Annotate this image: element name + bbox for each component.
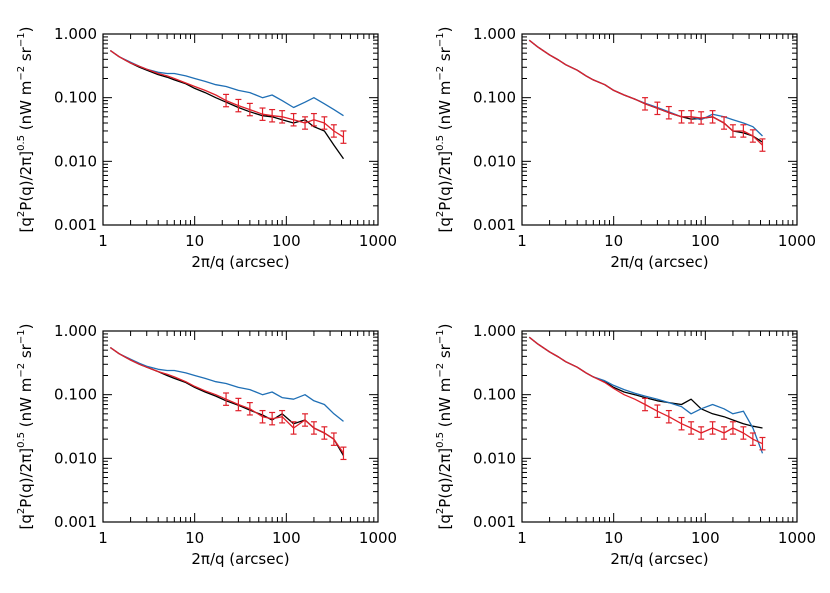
x-tick-label: 1000 bbox=[359, 529, 397, 547]
y-tick-label: 0.010 bbox=[54, 152, 97, 170]
x-tick-label: 1000 bbox=[359, 232, 397, 250]
y-tick-label: 0.010 bbox=[473, 449, 516, 467]
x-axis-label: 2π/q (arcsec) bbox=[610, 253, 708, 271]
chart-panel-4: 1 10 100 1000 0.001 0.010 0.100 1.000 2π/q (arcs… bbox=[435, 322, 816, 568]
y-tick-label: 0.001 bbox=[473, 216, 516, 234]
chart-panel-1: 1 10 100 1000 0.001 0.010 0.100 1.000 2π/q (arcs… bbox=[16, 25, 397, 271]
x-tick-label: 1 bbox=[517, 232, 527, 250]
y-axis-label: [q2P(q)/2π]0.5 (nW m−2 sr−1) bbox=[435, 27, 454, 233]
y-tick-label: 0.001 bbox=[54, 513, 97, 531]
x-tick-label: 1 bbox=[98, 232, 108, 250]
series-line-2 bbox=[109, 49, 344, 117]
x-axis-label: 2π/q (arcsec) bbox=[191, 253, 289, 271]
y-tick-label: 1.000 bbox=[473, 322, 516, 340]
x-tick-label: 1000 bbox=[778, 232, 816, 250]
x-tick-label: 1 bbox=[517, 529, 527, 547]
y-axis-label: [q2P(q)/2π]0.5 (nW m−2 sr−1) bbox=[435, 324, 454, 530]
x-tick-label: 1 bbox=[98, 529, 108, 547]
x-tick-label: 100 bbox=[691, 232, 720, 250]
plot-frame bbox=[521, 33, 798, 226]
chart-panel-3: 1 10 100 1000 0.001 0.010 0.100 1.000 2π/q (arcs… bbox=[16, 322, 397, 568]
x-tick-label: 100 bbox=[272, 232, 301, 250]
y-tick-label: 0.001 bbox=[473, 513, 516, 531]
y-tick-label: 1.000 bbox=[54, 25, 97, 43]
series-line-3 bbox=[109, 346, 345, 454]
series-line-3 bbox=[528, 336, 763, 445]
plot-frame bbox=[102, 33, 379, 226]
y-tick-label: 0.010 bbox=[473, 152, 516, 170]
y-tick-label: 0.010 bbox=[54, 449, 97, 467]
series-line-2 bbox=[109, 346, 344, 422]
series-line-1 bbox=[528, 336, 763, 429]
chart-panel-2: 1 10 100 1000 0.001 0.010 0.100 1.000 2π/q (arcs… bbox=[435, 25, 816, 271]
y-axis-label: [q2P(q)/2π]0.5 (nW m−2 sr−1) bbox=[16, 27, 35, 233]
plot-frame bbox=[521, 330, 798, 523]
y-axis-label: [q2P(q)/2π]0.5 (nW m−2 sr−1) bbox=[16, 324, 35, 530]
y-tick-label: 0.001 bbox=[54, 216, 97, 234]
y-tick-label: 0.100 bbox=[54, 386, 97, 404]
x-tick-label: 10 bbox=[185, 529, 204, 547]
x-tick-label: 10 bbox=[185, 232, 204, 250]
series-line-1 bbox=[109, 49, 345, 160]
x-axis-label: 2π/q (arcsec) bbox=[191, 550, 289, 568]
series-line-1 bbox=[109, 346, 345, 457]
y-tick-label: 0.100 bbox=[54, 89, 97, 107]
y-tick-label: 0.100 bbox=[473, 386, 516, 404]
series-line-3 bbox=[528, 39, 763, 146]
x-tick-label: 100 bbox=[691, 529, 720, 547]
series-line-2 bbox=[528, 39, 763, 137]
y-tick-label: 1.000 bbox=[54, 322, 97, 340]
x-axis-label: 2π/q (arcsec) bbox=[610, 550, 708, 568]
series-line-2 bbox=[528, 336, 764, 454]
x-tick-label: 100 bbox=[272, 529, 301, 547]
plot-frame bbox=[102, 330, 379, 523]
y-tick-label: 0.100 bbox=[473, 89, 516, 107]
series-line-3 bbox=[109, 49, 344, 138]
y-tick-label: 1.000 bbox=[473, 25, 516, 43]
x-tick-label: 10 bbox=[604, 529, 623, 547]
x-tick-label: 1000 bbox=[778, 529, 816, 547]
x-tick-label: 10 bbox=[604, 232, 623, 250]
